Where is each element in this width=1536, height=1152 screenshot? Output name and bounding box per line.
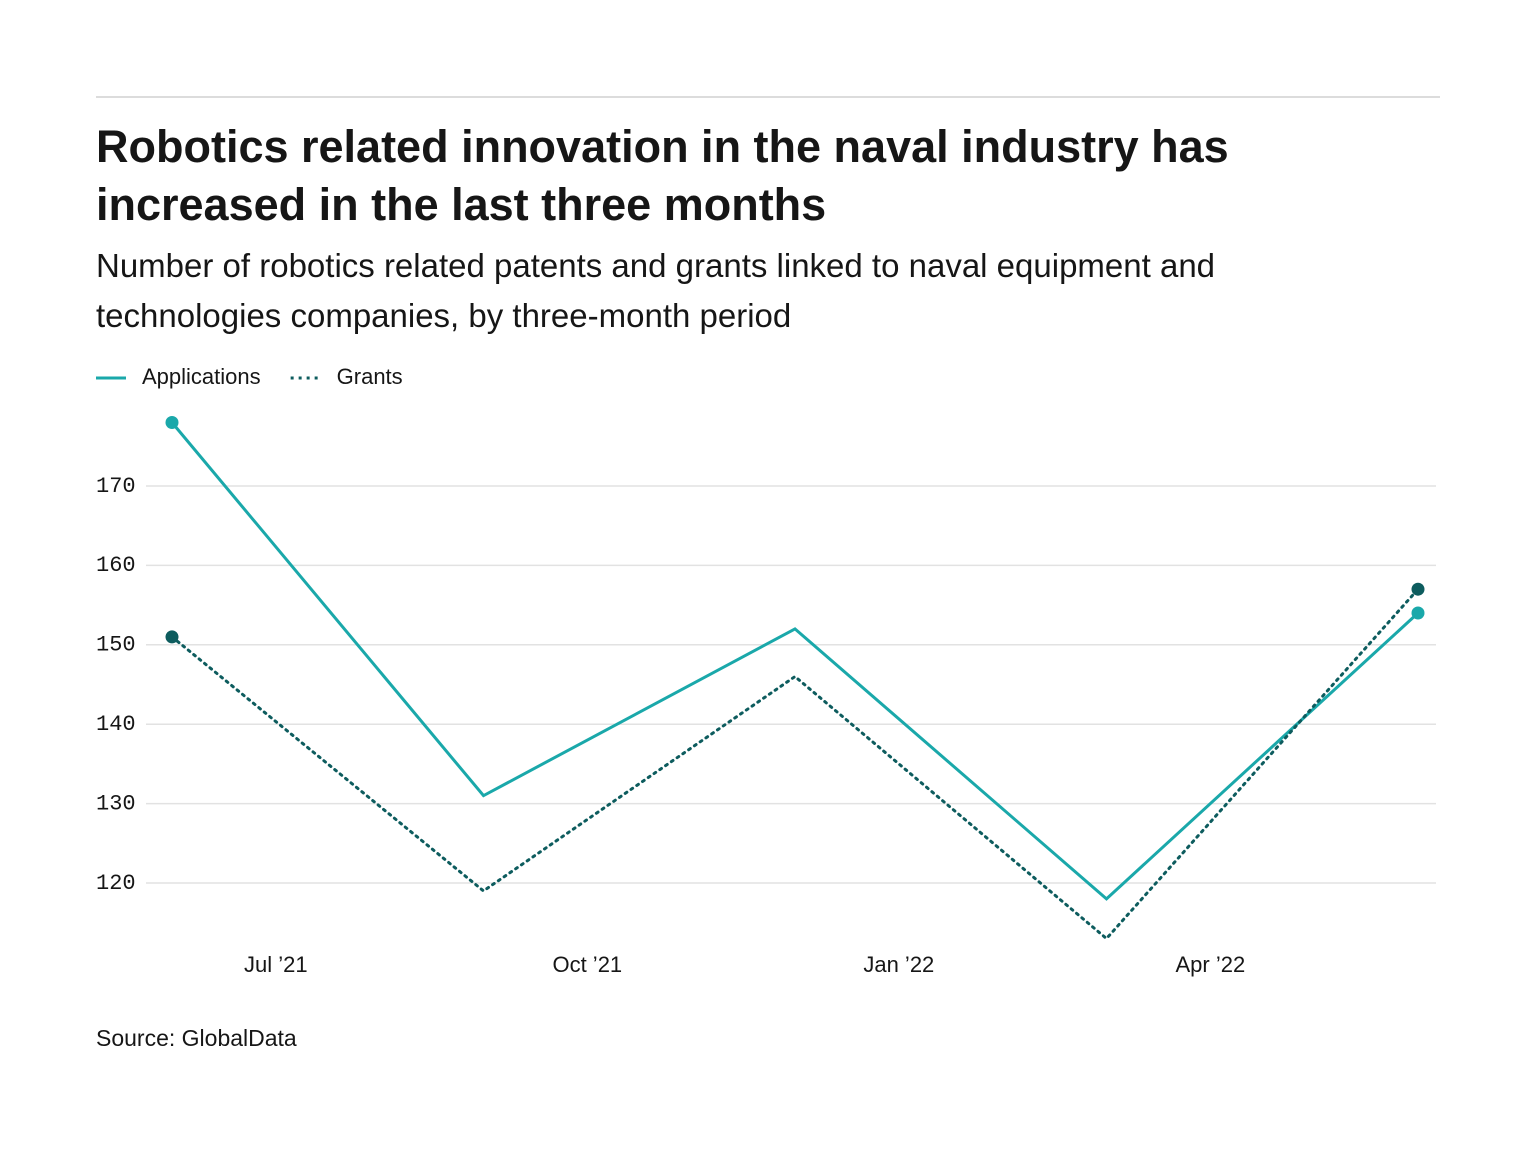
x-tick-label: Apr ’22 <box>1175 952 1245 977</box>
end-marker <box>165 630 179 644</box>
y-tick-label: 150 <box>96 633 136 658</box>
source: Source: GlobalData <box>96 1025 297 1051</box>
y-tick-label: 140 <box>96 712 136 737</box>
series-line <box>170 587 1420 941</box>
x-tick-label: Oct ’21 <box>552 952 622 977</box>
y-tick-label: 170 <box>96 474 136 499</box>
series-line <box>170 421 1420 901</box>
legend-label: Applications <box>142 364 261 389</box>
chart-title: Robotics related innovation in the naval… <box>96 121 1229 230</box>
y-tick-label: 130 <box>96 791 136 816</box>
chart-subtitle: Number of robotics related patents and g… <box>96 247 1215 334</box>
y-tick-label: 160 <box>96 553 136 578</box>
legend-label: Grants <box>337 364 403 389</box>
end-marker <box>1411 606 1425 620</box>
x-tick-label: Jul ’21 <box>244 952 308 977</box>
end-marker <box>165 415 179 429</box>
end-marker <box>1411 582 1425 596</box>
y-tick-label: 120 <box>96 871 136 896</box>
x-tick-label: Jan ’22 <box>863 952 934 977</box>
